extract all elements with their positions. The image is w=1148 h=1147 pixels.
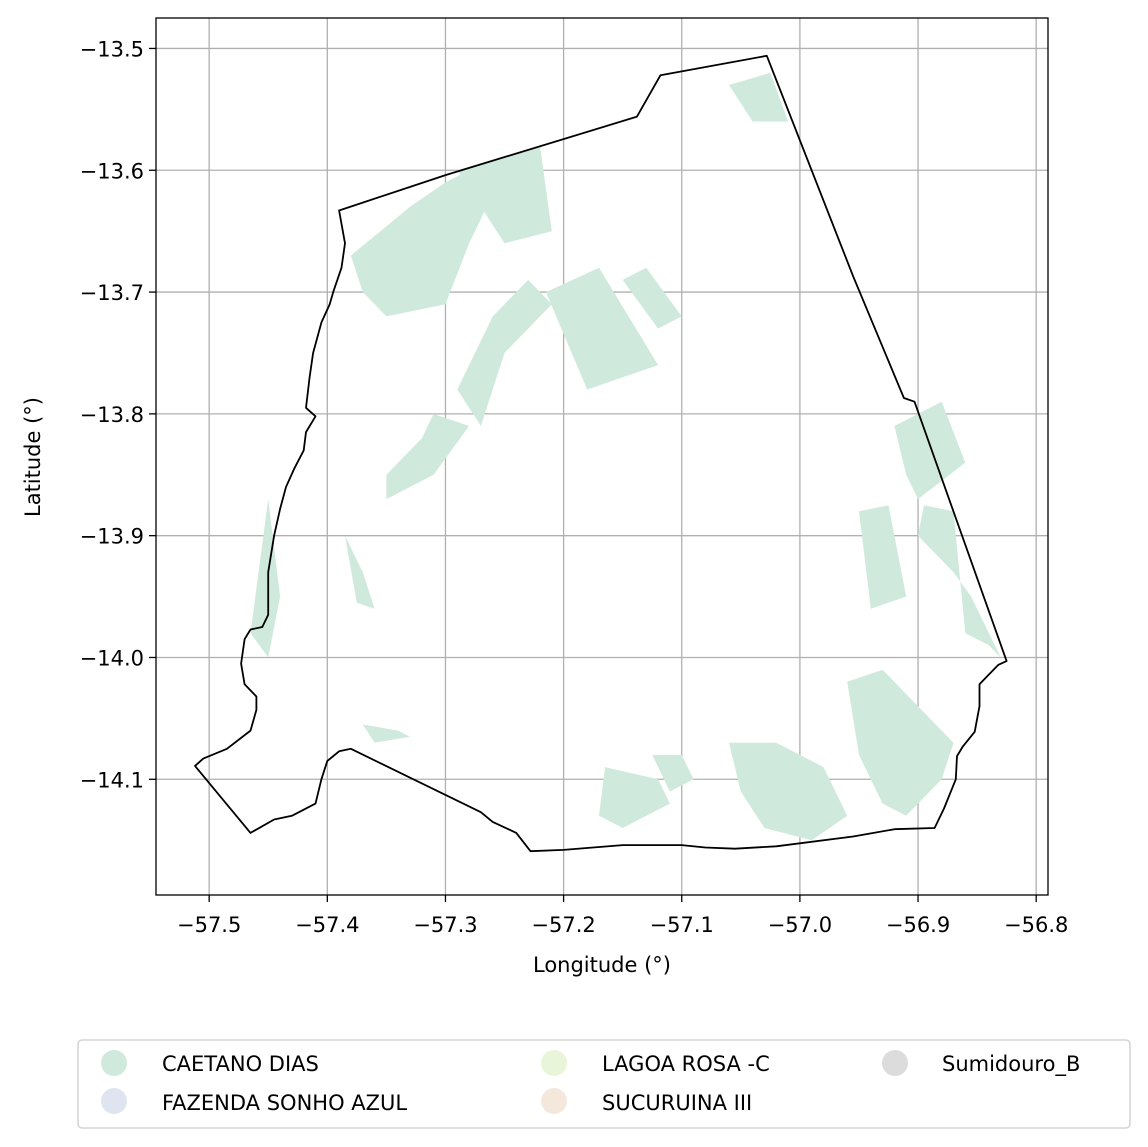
grid-lines bbox=[156, 18, 1048, 895]
y-tick-label: −13.8 bbox=[80, 403, 144, 427]
caetano-dias-patch bbox=[250, 499, 281, 658]
legend-label-sumidouro-b: Sumidouro_B bbox=[942, 1052, 1080, 1077]
legend-label-lagoa-rosa-c: LAGOA ROSA -C bbox=[602, 1052, 770, 1076]
caetano-dias-patch bbox=[729, 72, 789, 122]
caetano-dias-patch bbox=[622, 267, 682, 329]
y-tick-label: −13.5 bbox=[80, 37, 144, 61]
caetano-dias-patch bbox=[859, 505, 907, 609]
x-axis-ticks: −57.5 −57.4 −57.3 −57.2 −57.1 −57.0 −56.9 −56.8 bbox=[177, 895, 1068, 937]
x-tick-label: −57.5 bbox=[177, 913, 241, 937]
caetano-dias-patch bbox=[350, 170, 493, 317]
x-tick-label: −57.2 bbox=[531, 913, 595, 937]
y-tick-label: −13.9 bbox=[80, 525, 144, 549]
x-tick-label: −57.3 bbox=[413, 913, 477, 937]
y-axis-label: Latitude (°) bbox=[21, 397, 45, 517]
legend-marker-lagoa-rosa-c bbox=[541, 1050, 567, 1076]
x-tick-label: −56.9 bbox=[886, 913, 950, 937]
x-tick-label: −57.4 bbox=[295, 913, 359, 937]
y-tick-label: −14.0 bbox=[80, 646, 144, 670]
x-axis-label: Longitude (°) bbox=[533, 953, 671, 977]
caetano-dias-patch bbox=[362, 724, 410, 743]
y-tick-label: −13.6 bbox=[80, 159, 144, 183]
legend-marker-caetano-dias bbox=[101, 1050, 127, 1076]
municipality-boundary bbox=[194, 54, 1008, 853]
legend-marker-sumidouro-b bbox=[882, 1050, 908, 1076]
map-patches bbox=[250, 72, 1001, 841]
y-tick-label: −13.7 bbox=[80, 281, 144, 305]
x-tick-label: −57.0 bbox=[768, 913, 832, 937]
legend: CAETANO DIAS FAZENDA SONHO AZUL LAGOA RO… bbox=[77, 1039, 1131, 1129]
legend-frame bbox=[77, 1039, 1131, 1129]
legend-label-sucuruina-iii: SUCURUINA III bbox=[602, 1091, 752, 1115]
caetano-dias-patch bbox=[894, 401, 966, 500]
x-tick-label: −56.8 bbox=[1004, 913, 1068, 937]
legend-marker-fazenda-sonho-azul bbox=[101, 1088, 127, 1114]
caetano-dias-patch bbox=[345, 535, 375, 609]
caetano-dias-patch bbox=[599, 767, 670, 828]
caetano-dias-patch bbox=[386, 413, 470, 500]
y-axis-ticks: −13.5 −13.6 −13.7 −13.8 −13.9 −14.0 −14.1 bbox=[80, 37, 156, 792]
caetano-dias-patch bbox=[457, 145, 552, 244]
y-tick-label: −14.1 bbox=[80, 768, 144, 792]
caetano-dias-patch bbox=[545, 267, 659, 390]
caetano-dias-patch bbox=[457, 279, 552, 426]
caetano-dias-patch bbox=[729, 742, 848, 841]
caetano-dias-patch bbox=[847, 669, 954, 816]
legend-label-caetano-dias: CAETANO DIAS bbox=[162, 1052, 319, 1076]
caetano-dias-patch bbox=[918, 505, 1001, 658]
legend-marker-sucuruina-iii bbox=[541, 1088, 567, 1114]
axes-frame bbox=[155, 17, 1049, 896]
caetano-dias-patch bbox=[652, 754, 694, 792]
x-tick-label: −57.1 bbox=[650, 913, 714, 937]
legend-label-fazenda-sonho-azul: FAZENDA SONHO AZUL bbox=[162, 1091, 407, 1115]
